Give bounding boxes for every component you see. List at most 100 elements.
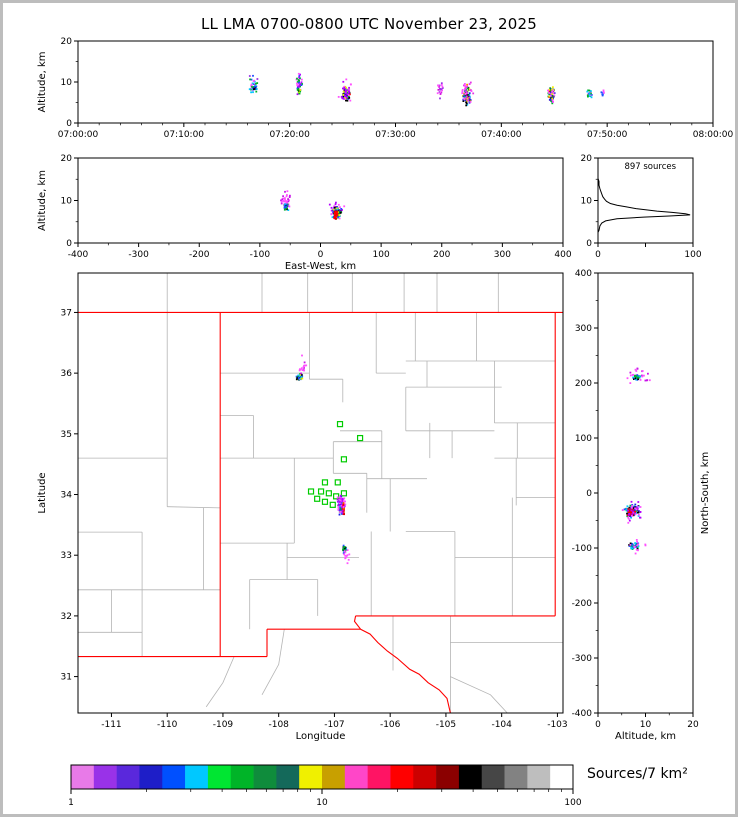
colorbar-tick-label: 1 [68,798,74,808]
axes-frame [597,272,694,714]
source-point [631,515,633,517]
source-point [627,517,630,520]
source-point [299,372,302,375]
source-point [634,552,637,555]
y-tick-label: 20 [581,154,593,164]
source-point [341,500,344,503]
source-point [252,88,255,91]
y-tick-label: 20 [61,154,73,164]
source-point [587,89,589,92]
source-point [336,496,339,499]
source-point [300,78,303,81]
source-point [295,378,298,381]
x-tick-label: -109 [213,720,234,730]
y-tick-label: -100 [572,544,593,554]
source-point [439,87,441,90]
source-points [337,78,352,102]
source-point [551,102,554,105]
lma-station-marker [334,479,341,486]
source-point [342,90,345,93]
colorbar-cell [299,765,323,789]
source-point [335,201,337,204]
colorbar-cell [550,765,574,789]
source-point [553,94,556,97]
source-point [549,96,552,98]
source-point [340,499,342,501]
source-point [346,93,349,96]
source-points [547,86,556,103]
source-point [636,374,639,376]
panel-map: -111 -110 -109 -108 -107 -106 -105 -104 -103 31 32… [37,272,568,742]
source-point [338,214,341,216]
source-point [299,368,301,371]
source-point [647,372,649,375]
source-point [637,513,640,516]
source-point [299,89,302,91]
source-point [296,376,299,379]
source-point [344,554,347,557]
source-point [634,544,637,547]
source-point [347,94,350,96]
source-point [621,509,624,511]
source-point [346,549,349,551]
source-point [467,99,470,102]
source-point [630,547,633,550]
source-point [256,82,259,84]
y-tick-label: 31 [61,673,72,683]
source-point [344,88,347,91]
state-border [353,615,362,630]
source-point [342,509,345,511]
source-point [348,86,350,89]
source-point [283,200,286,203]
source-point [300,376,303,378]
source-point [348,95,350,98]
source-point [629,382,632,384]
source-point [632,376,634,379]
source-point [298,80,300,82]
source-point [252,91,254,94]
lma-station-marker [356,434,364,442]
source-point [343,553,345,556]
lma-station-marker [321,479,329,486]
source-point [646,379,649,381]
source-point [632,507,635,510]
source-point [328,203,331,206]
source-point [338,513,341,516]
colorbar-cell [230,765,254,789]
source-points [336,494,347,514]
source-point [335,206,337,208]
map-content [78,273,563,713]
source-point [633,378,635,380]
source-point [439,93,442,95]
source-point [468,101,471,104]
source-point [342,506,345,508]
source-point [466,97,469,100]
source-point [343,546,345,549]
source-point [287,200,290,203]
x-tick-label: 07:00:00 [58,130,99,140]
source-point [441,87,444,89]
source-points [295,372,304,381]
colorbar-cell [276,765,300,789]
source-point [280,202,283,205]
source-point [285,205,287,208]
source-point [631,513,634,515]
lma-station-marker [340,456,348,463]
source-point [296,77,298,80]
source-point [550,100,553,102]
source-point [470,90,473,92]
source-point [639,511,642,513]
y-tick-label: -200 [572,599,593,609]
axes-frame [77,157,564,244]
source-point [284,200,287,202]
x-tick-label: -107 [324,720,344,730]
source-point [551,90,553,93]
source-point [337,215,339,218]
source-point [299,83,302,85]
source-count-annotation: 897 sources [624,162,676,172]
source-point [464,85,467,88]
source-point [250,83,253,86]
source-point [341,209,343,211]
colorbar-tick-label: 100 [564,798,581,808]
altitude-histogram-line [598,158,691,243]
